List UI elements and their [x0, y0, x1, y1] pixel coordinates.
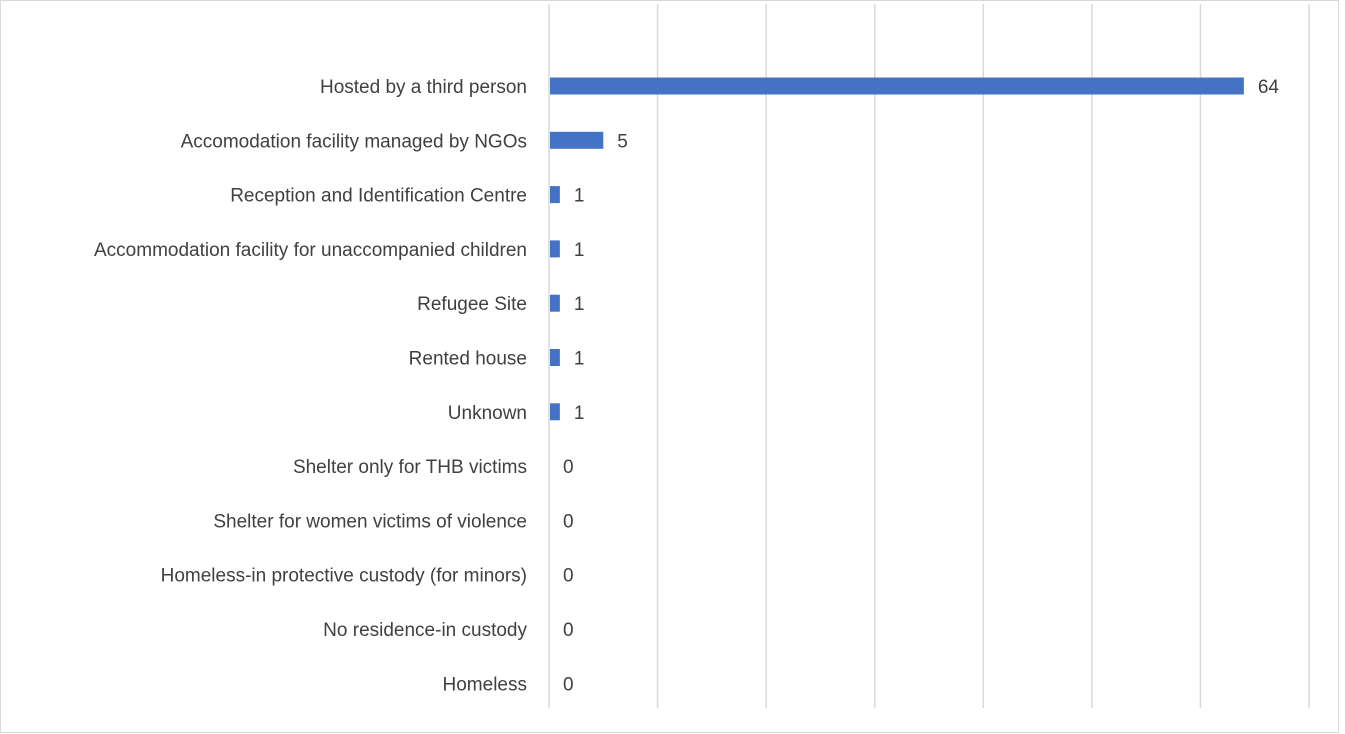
value-label-7: 0 [563, 457, 574, 478]
value-label-6: 1 [574, 403, 585, 424]
bar-0 [550, 77, 1244, 95]
value-label-2: 1 [574, 186, 585, 207]
value-label-0: 64 [1258, 77, 1280, 98]
category-label-0: Hosted by a third person [320, 77, 527, 98]
category-label-4: Refugee Site [417, 294, 527, 315]
bar-5 [550, 349, 560, 366]
bar-6 [550, 403, 560, 421]
value-label-4: 1 [574, 294, 585, 315]
category-label-5: Rented house [409, 349, 527, 370]
value-label-9: 0 [563, 566, 574, 587]
bar-3 [550, 240, 560, 258]
bar-4 [550, 294, 560, 312]
category-label-2: Reception and Identification Centre [230, 186, 527, 207]
bar-2 [550, 186, 560, 204]
category-label-7: Shelter only for THB victims [293, 457, 527, 478]
category-label-6: Unknown [448, 403, 527, 424]
category-label-11: Homeless [443, 674, 527, 695]
bar-1 [550, 131, 604, 149]
category-label-1: Accomodation facility managed by NGOs [181, 131, 527, 152]
value-label-5: 1 [574, 349, 585, 370]
value-labels: 64 5 1 1 1 1 1 0 0 0 0 0 [563, 77, 1279, 695]
value-label-10: 0 [563, 620, 574, 641]
category-labels: Hosted by a third person Accomodation fac… [94, 77, 527, 695]
value-label-3: 1 [574, 240, 585, 261]
value-label-11: 0 [563, 674, 574, 695]
category-label-8: Shelter for women victims of violence [213, 511, 527, 532]
gridlines [548, 4, 1310, 708]
value-label-1: 5 [617, 131, 628, 152]
value-label-8: 0 [563, 511, 574, 532]
category-label-9: Homeless-in protective custody (for mino… [161, 566, 527, 587]
category-label-3: Accommodation facility for unaccompanied… [94, 240, 527, 261]
category-label-10: No residence-in custody [323, 620, 527, 641]
bars [550, 77, 1244, 421]
